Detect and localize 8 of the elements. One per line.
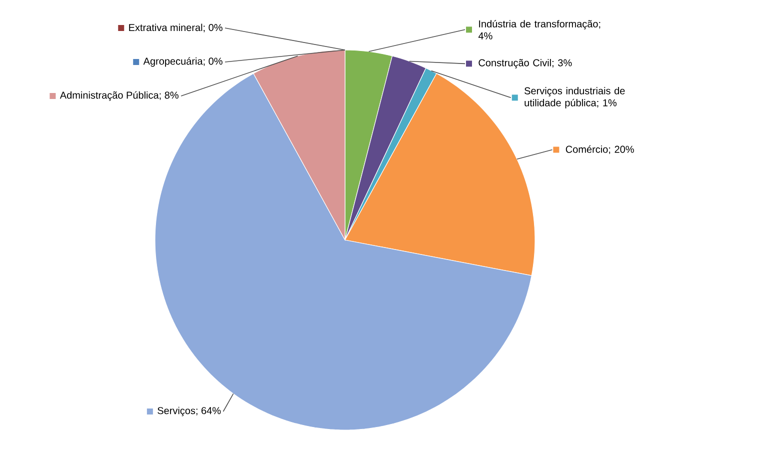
legend-label: Comércio; 20% bbox=[566, 145, 634, 154]
legend-label: Construção Civil; 3% bbox=[478, 58, 572, 68]
legend-label: Agropecuária; 0% bbox=[143, 57, 222, 67]
legend-label: Extrativa mineral; 0% bbox=[129, 24, 222, 32]
legend-label: Serviços industriais de utilidade pública; 1% bbox=[524, 87, 625, 108]
legend-label: Administração Pública; 8% bbox=[60, 91, 178, 101]
legend-label: Serviços; 64% bbox=[158, 406, 221, 416]
legend-label: Indústria de transformação; 4% bbox=[478, 20, 600, 40]
